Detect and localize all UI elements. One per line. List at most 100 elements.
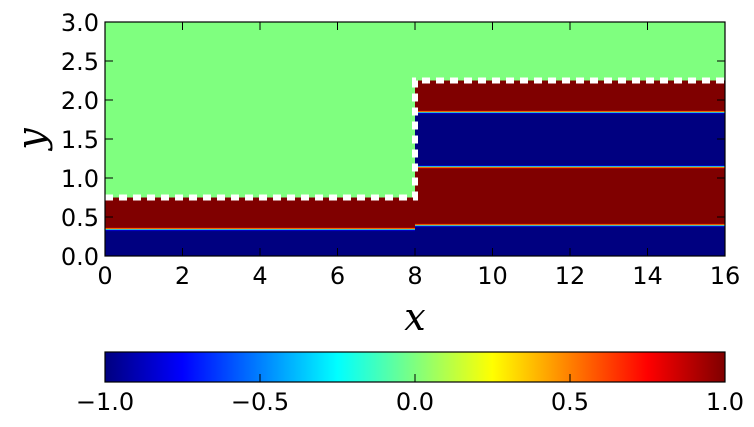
band-cell: [415, 146, 725, 149]
band-cell: [105, 223, 415, 225]
band-cell: [415, 131, 725, 134]
band-cell: [415, 202, 725, 205]
band-cell: [415, 193, 725, 195]
colorbar-axis: −1.0 −0.5 0.0 0.5 1.0: [76, 374, 744, 416]
band-cell: [415, 199, 725, 202]
band-cell: [415, 103, 725, 105]
band-cell: [415, 173, 725, 175]
band-cell: [415, 110, 725, 113]
band-cell: [415, 246, 725, 248]
band-cell: [415, 188, 725, 191]
y-tick-label: 1.0: [61, 165, 99, 193]
band-cell: [105, 213, 415, 215]
band-cell: [415, 144, 725, 146]
band-cell: [415, 123, 725, 125]
x-axis: 0 2 4 6 8 10 12 14 16: [97, 22, 740, 290]
band-cell: [415, 234, 725, 237]
band-cell: [105, 221, 415, 223]
band-cell: [415, 189, 725, 191]
band-cell: [415, 160, 725, 163]
band-cell: [415, 105, 725, 107]
band-cell: [105, 234, 415, 237]
band-cell: [415, 170, 725, 173]
colorbar-tick-label: 0.5: [551, 388, 589, 416]
band-cell: [105, 224, 415, 227]
band-cell: [415, 124, 725, 126]
band-cell: [105, 230, 415, 232]
band-cell: [415, 155, 725, 157]
band-cell: [415, 236, 725, 238]
band-cell: [415, 182, 725, 184]
band-cell: [415, 241, 725, 243]
band-cell: [415, 198, 725, 200]
band-cell: [415, 91, 725, 93]
band-cell: [415, 125, 725, 128]
band-cell: [105, 219, 415, 221]
band-cell: [105, 216, 415, 218]
y-tick-label: 0.0: [61, 243, 99, 271]
band-cell: [105, 226, 415, 228]
band-cell: [105, 205, 415, 207]
band-cell: [415, 215, 725, 217]
band-cell: [415, 191, 725, 193]
band-cell: [415, 111, 725, 113]
band-cell: [415, 184, 725, 186]
band-cell: [105, 241, 415, 243]
band-cell: [415, 199, 725, 201]
band-cell: [105, 206, 415, 208]
band-cell: [415, 234, 725, 236]
y-axis: 0.0 0.5 1.0 1.5 2.0 2.5 3.0: [61, 9, 725, 271]
band-cell: [105, 200, 415, 202]
band-cell: [415, 220, 725, 223]
band-cell: [415, 113, 725, 115]
band-cell: [415, 164, 725, 167]
band-cell: [415, 120, 725, 122]
band-cell: [415, 148, 725, 150]
band-cell: [415, 151, 725, 153]
band-cell: [415, 114, 725, 117]
band-cell: [415, 217, 725, 220]
band-cell: [415, 122, 725, 124]
band-cell: [415, 146, 725, 148]
band-cell: [105, 227, 415, 229]
band-cell: [415, 216, 725, 218]
band-cell: [105, 220, 415, 223]
band-cell: [415, 152, 725, 154]
band-cell: [105, 211, 415, 213]
band-cell: [415, 195, 725, 197]
band-cell: [415, 96, 725, 99]
band-cell: [105, 204, 415, 206]
band-cell: [105, 222, 415, 224]
band-cell: [415, 160, 725, 162]
band-cell: [415, 224, 725, 227]
band-cell: [415, 224, 725, 226]
band-cell: [415, 142, 725, 144]
band-cell: [415, 143, 725, 145]
band-cell: [415, 188, 725, 190]
band-cell: [415, 171, 725, 174]
y-tick-label: 1.5: [61, 126, 99, 154]
band-cell: [415, 209, 725, 212]
band-cell: [105, 245, 415, 247]
band-cell: [415, 206, 725, 208]
band-cell: [415, 129, 725, 131]
band-cell: [415, 141, 725, 143]
x-tick-label: 12: [555, 262, 586, 290]
band-cell: [415, 195, 725, 198]
band-cell: [415, 159, 725, 161]
band-cell: [105, 243, 415, 245]
band-cell: [415, 101, 725, 103]
band-cell: [415, 83, 725, 85]
band-cell: [415, 217, 725, 219]
band-cell: [105, 242, 415, 245]
band-cell: [105, 231, 415, 233]
band-cell: [415, 230, 725, 232]
x-tick-label: 2: [175, 262, 190, 290]
band-cell: [105, 206, 415, 209]
band-cell: [415, 238, 725, 241]
band-cell: [105, 236, 415, 238]
band-cell: [415, 227, 725, 229]
band-cell: [415, 94, 725, 96]
band-cell: [415, 212, 725, 214]
band-cell: [105, 215, 415, 217]
